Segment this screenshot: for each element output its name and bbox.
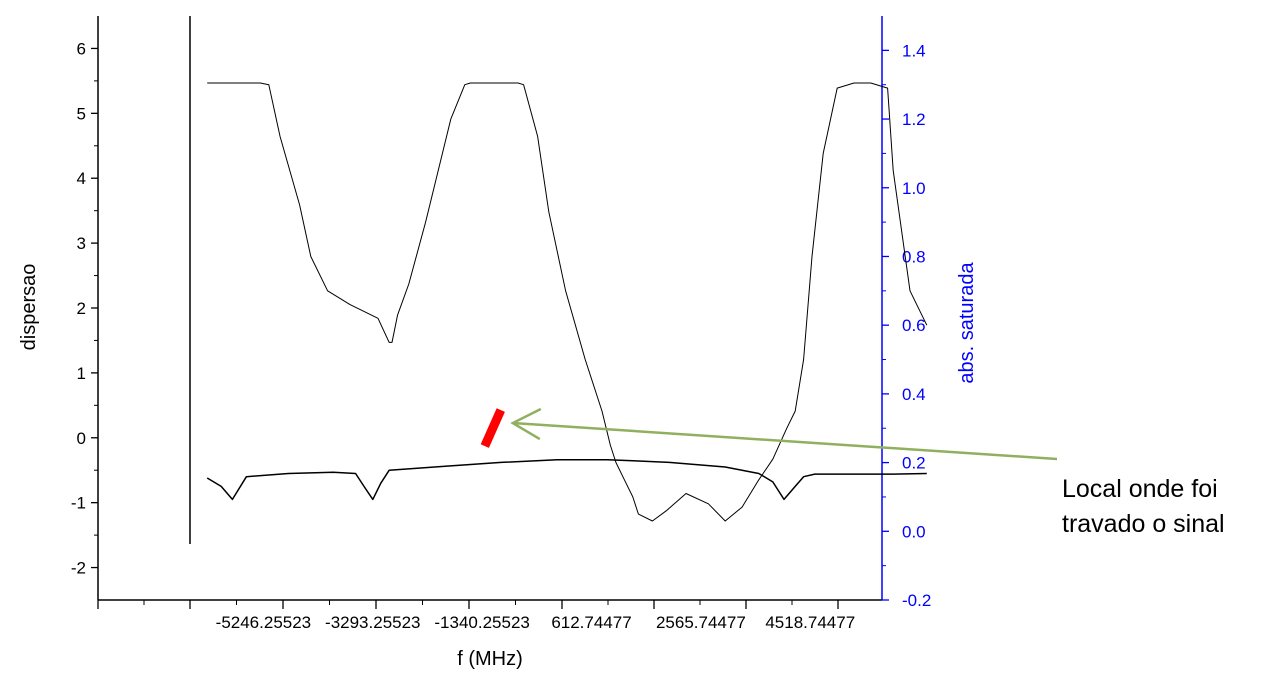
y-left-tick-label: 4 [77,169,86,188]
annotation-text-line1: Local onde foi [1062,475,1218,503]
y-right-tick-label: 0.6 [902,316,926,335]
x-axis-title: f (MHz) [457,648,523,670]
y-axis-right-title: abs. saturada [956,262,978,384]
y-axis-left: -2 -1 0 1 2 3 4 5 6 [71,39,98,578]
y-right-tick-label: 1.4 [902,41,926,60]
x-tick-label: -1340.25523 [434,613,529,632]
plot-frame [97,16,883,601]
series-line-1 [207,82,928,522]
y-right-tick-label: 0.4 [902,385,926,404]
y-right-tick-label: 0.8 [902,247,926,266]
annotation-text-line2: travado o sinal [1062,510,1225,538]
y-right-tick-label: -0.2 [902,591,931,610]
y-left-tick-label: 1 [77,364,86,383]
y-left-tick-label: -2 [71,559,86,578]
y-left-tick-label: 0 [77,429,86,448]
x-tick-label: -5246.25523 [216,613,311,632]
y-axis-right: -0.2 0.0 0.2 0.4 0.6 0.8 1.0 1.2 1.4 [882,41,931,610]
y-left-tick-label: 3 [77,234,86,253]
x-tick-label: 2565.74477 [656,613,746,632]
red-marker [480,408,505,448]
annotation-arrow-shaft [512,421,1058,461]
series-layer [206,82,928,522]
y-axis-left-title: dispersao [18,264,40,351]
y-left-tick-label: -1 [71,494,86,513]
x-axis: -5246.25523 -3293.25523 -1340.25523 612.744… [97,600,855,632]
y-right-tick-label: 1.2 [902,110,926,129]
y-left-tick-label: 5 [77,104,86,123]
y-right-tick-label: 0.0 [902,522,926,541]
x-tick-label: -3293.25523 [325,613,420,632]
y-right-tick-label: 0.2 [902,454,926,473]
y-right-tick-label: 1.0 [902,179,926,198]
x-tick-label: 612.74477 [551,613,631,632]
y-left-tick-label: 2 [77,299,86,318]
x-tick-label: 4518.74477 [765,613,855,632]
y-left-tick-label: 6 [77,39,86,58]
annotation [480,407,1058,461]
series-line-2 [206,459,927,501]
annotation-arrow-head [510,407,542,441]
